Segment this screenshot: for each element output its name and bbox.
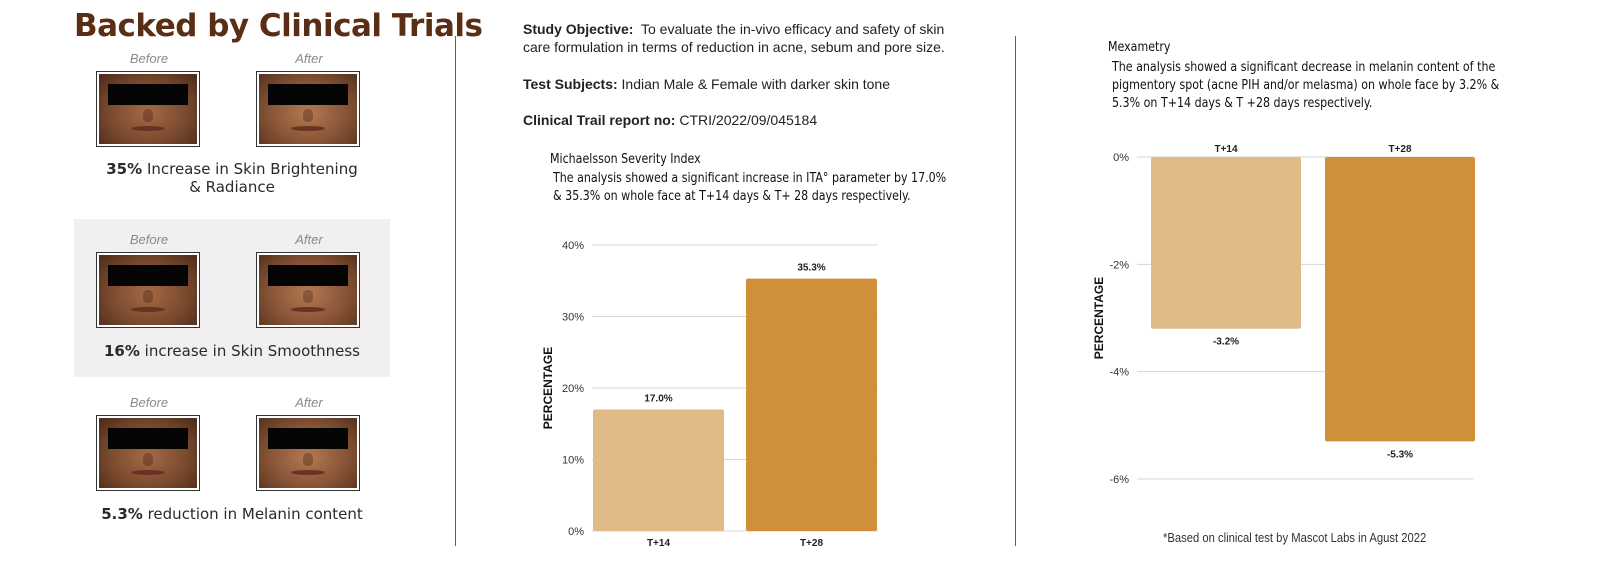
eye-censor-bar xyxy=(267,83,349,105)
after-face-photo xyxy=(256,71,360,147)
after-caption: After xyxy=(295,232,323,247)
eye-censor-bar xyxy=(267,427,349,449)
data-label: -5.3% xyxy=(1387,449,1413,460)
result-smoothness: 16% increase in Skin Smoothness xyxy=(103,342,360,360)
eye-censor-bar xyxy=(107,264,189,286)
after-face-photo xyxy=(256,252,360,328)
footnote: *Based on clinical test by Mascot Labs i… xyxy=(1163,531,1427,545)
bar-t-28 xyxy=(746,278,877,531)
after-face-photo xyxy=(256,415,360,491)
chart1-bar-chart: 0% 10% 20% 30% 40% PERCENTAGE 17.0% T+14 35.3% T+… xyxy=(541,240,878,549)
eye-censor-bar xyxy=(267,264,349,286)
y-tick-label: 30% xyxy=(562,312,584,324)
eye-censor-bar xyxy=(107,427,189,449)
x-tick-label: T+28 xyxy=(1388,144,1412,155)
after-caption: After xyxy=(295,395,323,410)
bar-t-14 xyxy=(1151,157,1301,329)
before-caption: Before xyxy=(129,51,169,66)
after-caption: After xyxy=(295,51,323,66)
study-objective: Study Objective: To evaluate the in-vivo… xyxy=(523,21,945,55)
data-label: 17.0% xyxy=(644,393,672,404)
result-melanin: 5.3% reduction in Melanin content xyxy=(101,505,363,523)
before-face-photo xyxy=(96,415,200,491)
result-brightening: 35% Increase in Skin Brightening & Radian… xyxy=(106,160,358,196)
bar-t-14 xyxy=(593,409,724,531)
y-tick-label: -6% xyxy=(1109,474,1129,486)
y-tick-label: 20% xyxy=(562,383,584,395)
chart2-bar-chart: 0% -2% -4% -6% PERCENTAGE -3.2% T+14 -5.3% T+28 xyxy=(1092,144,1475,486)
chart2-description: The analysis showed a significant decrea… xyxy=(1112,59,1500,111)
data-label: 35.3% xyxy=(797,263,825,274)
chart1-title: Michaelsson Severity Index xyxy=(550,152,701,167)
before-caption: Before xyxy=(129,395,169,410)
bar-t-28 xyxy=(1325,157,1475,442)
y-axis-label: PERCENTAGE xyxy=(1092,277,1106,359)
report-number: Clinical Trail report no: CTRI/2022/09/0… xyxy=(523,112,818,128)
column-divider xyxy=(455,36,456,546)
y-axis-label: PERCENTAGE xyxy=(541,347,555,429)
y-tick-label: -4% xyxy=(1109,367,1129,379)
y-tick-label: -2% xyxy=(1109,259,1129,271)
chart2-title: Mexametry xyxy=(1108,40,1171,55)
headline: Backed by Clinical Trials xyxy=(74,8,483,44)
x-tick-label: T+14 xyxy=(1214,144,1238,155)
before-face-photo xyxy=(96,252,200,328)
eye-censor-bar xyxy=(107,83,189,105)
y-tick-label: 0% xyxy=(568,526,584,538)
before-caption: Before xyxy=(129,232,169,247)
y-tick-label: 40% xyxy=(562,240,584,252)
chart1-description: The analysis showed a significant increa… xyxy=(553,170,947,204)
column-divider xyxy=(1015,36,1016,546)
test-subjects: Test Subjects: Indian Male & Female with… xyxy=(523,76,891,92)
y-tick-label: 10% xyxy=(562,455,584,467)
y-tick-label: 0% xyxy=(1113,152,1129,164)
x-tick-label: T+28 xyxy=(800,538,824,549)
before-face-photo xyxy=(96,71,200,147)
data-label: -3.2% xyxy=(1213,337,1239,348)
x-tick-label: T+14 xyxy=(647,538,671,549)
